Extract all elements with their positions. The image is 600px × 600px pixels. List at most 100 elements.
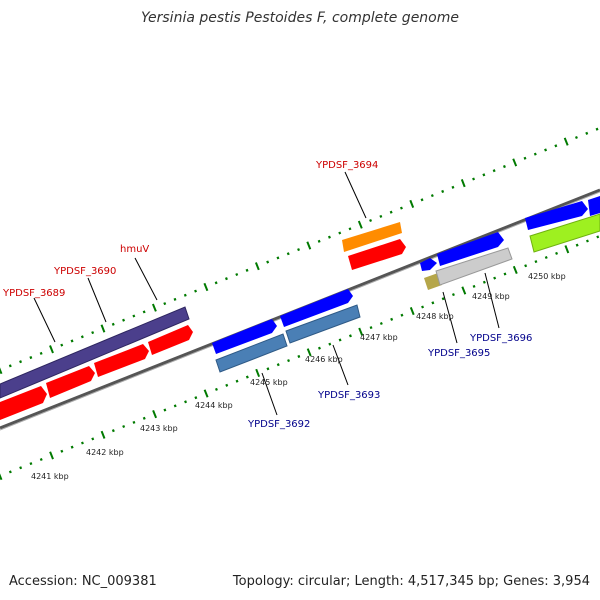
feature-3690-reverse[interactable] xyxy=(46,366,95,398)
scale-label-4247: 4247 kbp xyxy=(360,333,398,342)
minor-tick xyxy=(297,354,301,359)
minor-tick xyxy=(399,206,403,210)
minor-tick xyxy=(420,198,424,202)
minor-tick xyxy=(194,289,198,293)
feature-3689-reverse[interactable] xyxy=(0,386,47,420)
major-tick xyxy=(564,245,570,254)
forward-strand-features xyxy=(0,196,600,399)
gene-label-3693: YPDSF_3693 xyxy=(317,390,380,401)
minor-tick xyxy=(214,281,218,285)
minor-tick xyxy=(142,310,146,314)
minor-tick xyxy=(369,326,373,330)
minor-tick xyxy=(91,331,95,335)
gene-label-3696: YPDSF_3696 xyxy=(469,333,532,344)
minor-tick xyxy=(8,470,12,474)
minor-tick xyxy=(235,379,239,383)
hmuv-feature[interactable] xyxy=(0,306,190,399)
minor-tick xyxy=(451,293,455,297)
feature-3693-reverse[interactable] xyxy=(285,304,361,344)
feature-3694-orange[interactable] xyxy=(342,222,402,252)
feature-right-forward-2[interactable] xyxy=(588,196,600,216)
minor-tick xyxy=(122,424,126,429)
major-tick xyxy=(0,367,3,375)
hmuv-reverse[interactable] xyxy=(148,325,193,355)
major-tick xyxy=(409,199,415,208)
minor-tick xyxy=(502,164,506,169)
minor-tick xyxy=(328,342,332,346)
minor-tick xyxy=(276,256,280,260)
scale-label-4250: 4250 kbp xyxy=(528,272,566,281)
minor-tick xyxy=(29,462,33,466)
major-tick xyxy=(100,324,106,333)
feature-3690b-reverse[interactable] xyxy=(94,344,149,377)
minor-tick xyxy=(400,313,404,317)
feature-3695-forward[interactable] xyxy=(420,258,437,271)
major-tick xyxy=(151,303,157,312)
minor-tick xyxy=(338,338,342,342)
feature-right-reverse[interactable] xyxy=(529,213,600,253)
feature-3696-reverse[interactable] xyxy=(435,247,513,286)
feature-3693-forward[interactable] xyxy=(212,319,277,354)
minor-tick xyxy=(317,239,321,243)
minor-tick xyxy=(441,297,445,301)
feature-3694-reverse[interactable] xyxy=(348,239,406,270)
minor-tick xyxy=(327,235,331,239)
minor-tick xyxy=(534,260,538,264)
minor-tick xyxy=(245,375,249,379)
minor-tick xyxy=(585,239,589,243)
minor-tick xyxy=(70,445,74,449)
gene-label-hmuv: hmuV xyxy=(120,244,149,255)
major-tick xyxy=(100,430,106,439)
scale-label-4243: 4243 kbp xyxy=(140,424,178,433)
major-tick xyxy=(203,389,209,398)
minor-tick xyxy=(80,441,84,445)
minor-tick xyxy=(492,169,496,173)
minor-tick xyxy=(183,293,187,297)
minor-tick xyxy=(286,252,290,256)
minor-tick xyxy=(472,177,476,181)
minor-tick xyxy=(80,335,84,339)
minor-tick xyxy=(482,173,486,177)
minor-tick xyxy=(544,148,548,152)
lower-tick-row xyxy=(0,235,600,481)
minor-tick xyxy=(575,243,579,247)
scale-label-4248: 4248 kbp xyxy=(416,312,454,321)
minor-tick xyxy=(451,185,455,189)
feature-3696-forward[interactable] xyxy=(437,232,504,266)
minor-tick xyxy=(142,416,146,420)
minor-tick xyxy=(111,429,115,433)
major-tick xyxy=(563,137,569,146)
major-tick xyxy=(0,473,3,481)
minor-tick xyxy=(214,387,218,391)
minor-tick xyxy=(431,301,435,305)
major-tick xyxy=(512,265,518,274)
minor-tick xyxy=(184,400,188,404)
minor-tick xyxy=(390,317,394,321)
minor-tick xyxy=(19,360,23,364)
feature-right-forward-1[interactable] xyxy=(525,201,588,230)
feature-3692-reverse[interactable] xyxy=(215,333,288,373)
minor-tick xyxy=(369,218,373,223)
minor-tick xyxy=(163,408,167,412)
minor-tick xyxy=(224,277,228,281)
gene-label-3692: YPDSF_3692 xyxy=(247,419,310,430)
minor-tick xyxy=(493,276,497,280)
minor-tick xyxy=(482,280,486,284)
minor-tick xyxy=(574,135,578,140)
minor-tick xyxy=(19,466,23,470)
major-tick xyxy=(254,262,260,271)
reverse-strand-features xyxy=(0,213,600,420)
gene-label-3689: YPDSF_3689 xyxy=(2,288,65,299)
minor-tick xyxy=(225,383,229,387)
minor-tick xyxy=(173,404,177,408)
minor-tick xyxy=(348,334,352,338)
minor-tick xyxy=(595,127,599,131)
major-tick xyxy=(512,158,518,167)
minor-tick xyxy=(235,272,239,277)
upper-tick-row xyxy=(0,127,599,375)
minor-tick xyxy=(132,314,136,318)
minor-tick xyxy=(266,260,270,264)
callout-lines xyxy=(33,171,500,416)
minor-tick xyxy=(421,305,425,309)
feature-3694-forward[interactable] xyxy=(280,289,353,327)
